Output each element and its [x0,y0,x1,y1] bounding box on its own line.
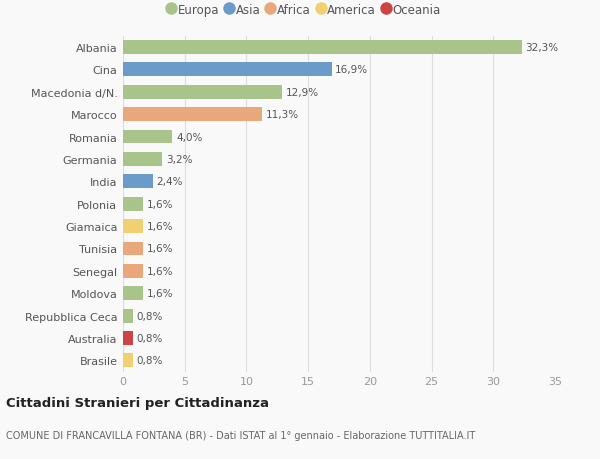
Bar [123,41,521,55]
Bar [123,175,152,189]
Bar [123,309,133,323]
Bar [123,153,163,167]
Bar [123,63,332,77]
Text: 0,8%: 0,8% [137,356,163,366]
Text: 16,9%: 16,9% [335,65,368,75]
Text: 0,8%: 0,8% [137,311,163,321]
Text: 1,6%: 1,6% [146,289,173,299]
Text: 1,6%: 1,6% [146,199,173,209]
Bar [123,197,143,211]
Bar [123,130,172,144]
Text: COMUNE DI FRANCAVILLA FONTANA (BR) - Dati ISTAT al 1° gennaio - Elaborazione TUT: COMUNE DI FRANCAVILLA FONTANA (BR) - Dat… [6,431,475,440]
Text: 1,6%: 1,6% [146,266,173,276]
Bar [123,264,143,278]
Bar [123,220,143,234]
Bar [123,287,143,301]
Bar [123,242,143,256]
Text: 2,4%: 2,4% [157,177,183,187]
Bar [123,354,133,368]
Bar [123,86,282,100]
Text: 1,6%: 1,6% [146,244,173,254]
Text: 11,3%: 11,3% [266,110,299,120]
Text: 4,0%: 4,0% [176,132,202,142]
Bar [123,331,133,345]
Text: 32,3%: 32,3% [526,43,559,53]
Legend: Europa, Asia, Africa, America, Oceania: Europa, Asia, Africa, America, Oceania [168,4,441,17]
Text: Cittadini Stranieri per Cittadinanza: Cittadini Stranieri per Cittadinanza [6,396,269,409]
Bar [123,108,262,122]
Text: 12,9%: 12,9% [286,88,319,98]
Text: 1,6%: 1,6% [146,222,173,232]
Text: 0,8%: 0,8% [137,333,163,343]
Text: 3,2%: 3,2% [166,155,193,165]
